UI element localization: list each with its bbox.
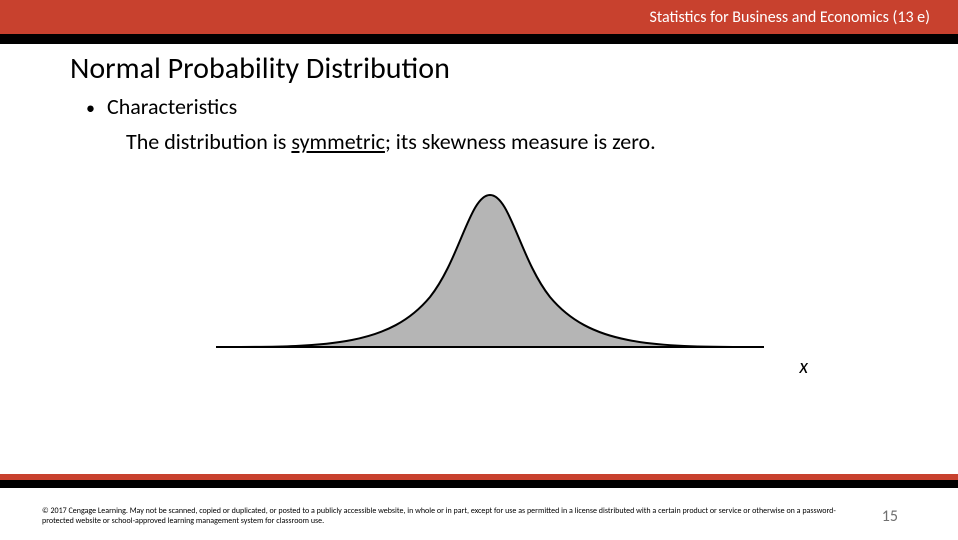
body-prefix: The distribution is: [126, 128, 291, 155]
body-underlined: symmetric: [291, 128, 385, 155]
curve-fill: [225, 195, 755, 347]
slide-title: Normal Probability Distribution: [70, 50, 910, 87]
slide-content: Normal Probability Distribution • Charac…: [0, 44, 958, 377]
footer: © 2017 Cengage Learning. May not be scan…: [42, 506, 898, 526]
header-divider: [0, 34, 958, 44]
bullet-label: Characteristics: [107, 93, 237, 120]
x-axis-label: x: [799, 355, 808, 379]
normal-curve-svg: [210, 177, 770, 367]
page-number: 15: [882, 507, 898, 526]
bullet-row: • Characteristics: [86, 93, 910, 120]
copyright-text: © 2017 Cengage Learning. May not be scan…: [42, 506, 842, 526]
distribution-chart: x: [210, 177, 770, 377]
header-bar: Statistics for Business and Economics (1…: [0, 0, 958, 34]
header-title: Statistics for Business and Economics (1…: [650, 8, 931, 27]
body-suffix: ; its skewness measure is zero.: [385, 128, 656, 155]
bullet-marker: •: [86, 99, 95, 117]
body-text: The distribution is symmetric; its skewn…: [126, 128, 910, 155]
footer-black-bar: [0, 480, 958, 488]
